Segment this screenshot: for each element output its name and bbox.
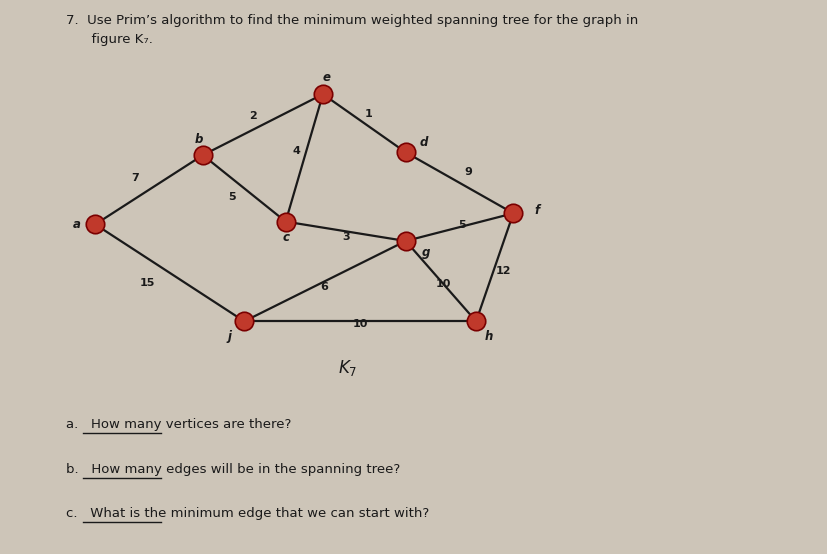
Text: 9: 9 bbox=[463, 167, 471, 177]
Text: f: f bbox=[533, 204, 538, 217]
Text: 6: 6 bbox=[320, 282, 328, 292]
Text: $K_7$: $K_7$ bbox=[337, 358, 357, 378]
Text: a: a bbox=[73, 218, 81, 231]
Text: 4: 4 bbox=[292, 146, 300, 156]
Text: c: c bbox=[282, 230, 289, 244]
Text: c.   What is the minimum edge that we can start with?: c. What is the minimum edge that we can … bbox=[66, 507, 429, 520]
Text: 10: 10 bbox=[435, 279, 450, 289]
Text: g: g bbox=[422, 245, 430, 259]
Text: 5: 5 bbox=[457, 220, 466, 230]
Text: figure K₇.: figure K₇. bbox=[66, 33, 153, 46]
Text: 10: 10 bbox=[352, 319, 367, 329]
Text: 7.  Use Prim’s algorithm to find the minimum weighted spanning tree for the grap: 7. Use Prim’s algorithm to find the mini… bbox=[66, 14, 638, 27]
Text: e: e bbox=[323, 71, 331, 84]
Text: 2: 2 bbox=[248, 111, 256, 121]
Text: j: j bbox=[227, 330, 231, 343]
Text: 5: 5 bbox=[227, 192, 236, 202]
Text: b: b bbox=[194, 133, 203, 146]
Text: d: d bbox=[419, 136, 428, 149]
Text: b.   How many edges will be in the spanning tree?: b. How many edges will be in the spannin… bbox=[66, 463, 400, 475]
Text: 1: 1 bbox=[364, 109, 372, 119]
Text: a.   How many vertices are there?: a. How many vertices are there? bbox=[66, 418, 291, 431]
Text: 15: 15 bbox=[140, 278, 155, 288]
Text: h: h bbox=[484, 330, 492, 343]
Text: 3: 3 bbox=[342, 232, 350, 242]
Text: 7: 7 bbox=[131, 173, 139, 183]
Text: 12: 12 bbox=[495, 266, 510, 276]
